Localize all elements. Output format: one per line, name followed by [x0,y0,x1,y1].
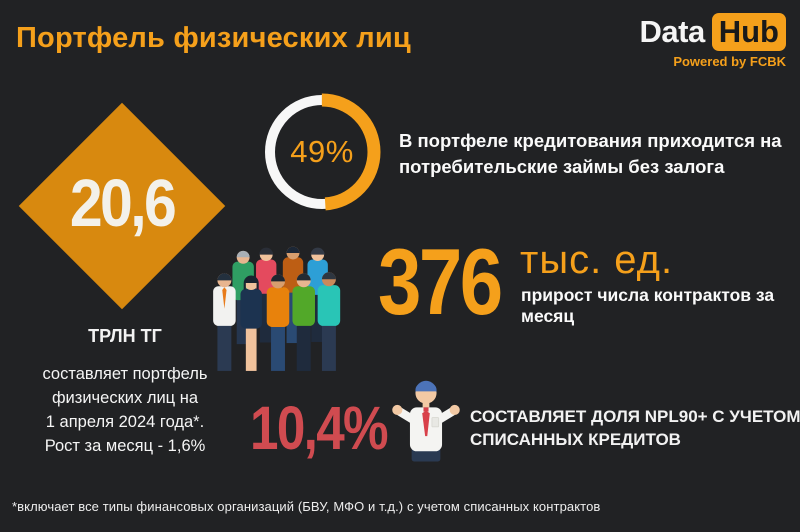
portfolio-description-line: физических лиц на [51,389,199,407]
logo-tagline: Powered by FCBK [673,54,786,69]
donut-chart [263,93,381,211]
logo-text-data: Data [639,14,706,49]
contracts-growth-unit: тыс. ед. [520,238,674,282]
datahub-logo: Data Hub Powered by FCBK [640,13,786,69]
footnote: *включает все типы финансовых организаци… [12,499,601,514]
portfolio-description-line: Рост за месяц - 1,6% [44,437,206,455]
consumer-share-caption-line: потребительские займы без залога [399,156,725,177]
person-figure [256,247,277,343]
consumer-share-caption-line: В портфеле кредитования приходится на [399,130,782,151]
contracts-growth-caption: прирост числа контрактов за месяц [521,285,775,326]
person-figure [292,273,315,371]
person-figure [317,272,341,371]
npl-share-value: 10,4% [250,394,389,462]
shrugging-person-icon [392,380,460,462]
portfolio-value: 20,6 [69,166,177,241]
person-figure [266,274,290,371]
portfolio-unit: ТРЛН ТГ [88,326,162,346]
logo-badge-hub: Hub [711,13,786,51]
people-group-icon [213,246,341,371]
donut-center-label: 49% [290,134,354,169]
portfolio-description-line: 1 апреля 2024 года*. [45,413,205,431]
page-title: Портфель физических лиц [16,22,411,54]
npl-share-caption: СОСТАВЛЯЕТ ДОЛЯ NPL90+ С УЧЕТОМ СПИСАННЫ… [470,407,800,449]
person-figure [213,273,236,371]
person-figure [240,275,262,371]
consumer-share-caption: В портфеле кредитования приходится на по… [399,128,799,180]
portfolio-description: составляет портфель физических лиц на 1 … [20,362,230,458]
donut-arc [263,93,381,211]
contracts-growth-value: 376 [378,229,503,334]
portfolio-description-line: составляет портфель [42,365,208,383]
